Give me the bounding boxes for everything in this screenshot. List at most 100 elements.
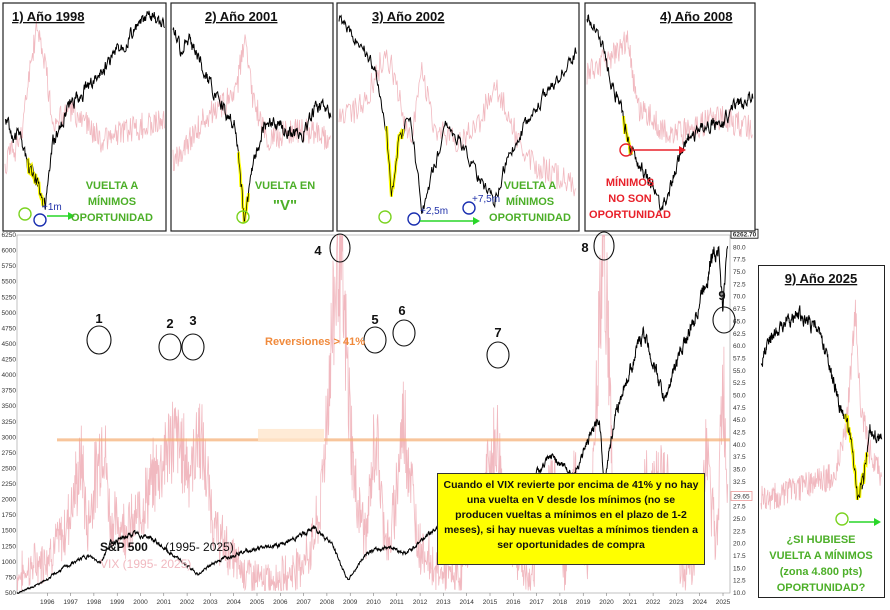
x-tick-label: 2006 <box>273 599 288 606</box>
y-left-tick-label: 4750 <box>2 325 17 332</box>
y-right-tick-label: 55.0 <box>733 368 746 375</box>
marker-number: 1 <box>95 311 102 326</box>
x-tick-label: 2025 <box>716 599 731 606</box>
panel-1-line-2: MÍNIMOS <box>88 195 136 208</box>
explanation-note: Cuando el VIX revierte por encima de 41%… <box>437 473 705 565</box>
panel-circle-marker <box>835 512 849 526</box>
marker-number: 8 <box>581 240 588 255</box>
panel-vix-line <box>4 20 165 175</box>
y-left-tick-label: 4500 <box>2 341 17 348</box>
vix-series-line <box>16 234 729 592</box>
x-tick-label: 2002 <box>180 599 195 606</box>
panel-9-canvas: 9) Año 2025 ¿SI HUBIESE VUELTA A MÍNIMOS… <box>760 271 883 594</box>
y-right-tick-label: 25.0 <box>733 516 746 523</box>
panel-vix-line <box>338 49 577 197</box>
y-right-tick-label: 17.5 <box>733 553 746 560</box>
y-left-tick-label: 1500 <box>2 528 17 535</box>
panel-highlight-line <box>386 126 404 197</box>
panel-3-line-2: MÍNIMOS <box>506 195 554 208</box>
panel-highlight-line <box>27 158 44 206</box>
y-left-tick-label: 3500 <box>2 403 17 410</box>
panel-4-plot <box>586 14 754 213</box>
y-right-tick-label: 35.0 <box>733 467 746 474</box>
marker-circle <box>86 325 112 355</box>
y-right-tick-label: 20.0 <box>733 541 746 548</box>
marker-circle <box>329 233 351 263</box>
marker-circle <box>158 333 182 361</box>
x-tick-label: 2012 <box>413 599 428 606</box>
panel-3-annotation-2: +7,5m <box>472 194 500 205</box>
panel-2-line-2: "V" <box>273 197 297 214</box>
marker-number: 3 <box>189 313 196 328</box>
y-right-tick-label: 50.0 <box>733 392 746 399</box>
panel-sp-line <box>338 14 577 214</box>
panel-circle-marker <box>33 213 47 227</box>
panel-4-line-3: OPORTUNIDAD <box>589 209 671 221</box>
x-tick-label: 2010 <box>366 599 381 606</box>
x-tick-label: 2005 <box>250 599 265 606</box>
y-right-tick-label: 12.5 <box>733 578 746 585</box>
panel-9-line-2: VUELTA A MÍNIMOS <box>769 549 872 562</box>
y-left-tick-label: 3750 <box>2 388 17 395</box>
panel-4-line-1: MÍNIMOS <box>606 176 654 189</box>
marker-circle <box>392 319 416 347</box>
panel-arrow-head <box>473 217 480 225</box>
y-left-tick-label: 2000 <box>2 497 17 504</box>
y-right-tick-label: 75.0 <box>733 269 746 276</box>
y-right-tick-label: 60.0 <box>733 343 746 350</box>
panel-2-plot <box>172 27 332 225</box>
x-tick-label: 2022 <box>646 599 661 606</box>
y-right-tick-label: 52.5 <box>733 380 746 387</box>
y-left-tick-label: 5250 <box>2 294 17 301</box>
x-tick-label: 2011 <box>390 599 404 606</box>
threshold-label-bg <box>258 428 324 442</box>
y-right-tick-label: 37.5 <box>733 454 746 461</box>
x-tick-label: 1998 <box>87 599 102 606</box>
panel-circle-marker <box>378 210 392 224</box>
x-tick-label: 2000 <box>133 599 148 606</box>
x-tick-label: 2015 <box>483 599 498 606</box>
x-tick-label: 2003 <box>203 599 218 606</box>
y-left-tick-label: 3250 <box>2 419 17 426</box>
y-left-tick-label: 6000 <box>2 248 17 255</box>
panel-3-line-1: VUELTA A <box>504 180 557 192</box>
x-tick-label: 2023 <box>669 599 684 606</box>
panel-circle-marker <box>18 207 32 221</box>
y-left-tick-label: 750 <box>5 574 16 581</box>
y-right-tick-label: 40.0 <box>733 442 746 449</box>
y-right-tick-label: 27.5 <box>733 504 746 511</box>
panel-3-line-3: OPORTUNIDAD <box>489 212 571 224</box>
y-right-tick-label: 80.0 <box>733 244 746 251</box>
y-right-tick-label: 22.5 <box>733 528 746 535</box>
y-left-tick-label: 1250 <box>2 543 17 550</box>
marker-circle <box>363 326 387 354</box>
last-sp-value: 6262.70 <box>733 232 757 239</box>
marker-circle <box>712 306 736 334</box>
panel-1-line-1: VUELTA A <box>86 180 139 192</box>
y-left-tick-label: 5000 <box>2 310 17 317</box>
panel-sp-line <box>172 27 332 222</box>
panel-2-title: 2) Año 2001 <box>205 9 278 24</box>
panel-circle-marker <box>407 212 421 226</box>
y-right-tick-label: 57.5 <box>733 355 746 362</box>
y-right-tick-label: 10.0 <box>733 590 746 597</box>
panel-vix-line <box>586 30 753 145</box>
panel-9: 9) Año 2025 ¿SI HUBIESE VUELTA A MÍNIMOS… <box>758 265 885 598</box>
panel-9-plot <box>760 299 883 526</box>
y-right-tick-label: 45.0 <box>733 417 746 424</box>
x-tick-label: 1996 <box>40 599 55 606</box>
marker-number: 4 <box>314 243 322 258</box>
x-tick-label: 2019 <box>576 599 591 606</box>
y-left-tick-label: 1750 <box>2 512 17 519</box>
y-left-tick-label: 2750 <box>2 450 17 457</box>
panel-arrow-head <box>679 146 686 154</box>
x-tick-label: 2020 <box>599 599 614 606</box>
panel-sp-line <box>760 305 883 500</box>
y-right-tick-label: 72.5 <box>733 281 746 288</box>
y-left-tick-label: 2500 <box>2 465 17 472</box>
y-left-tick-label: 4000 <box>2 372 17 379</box>
x-tick-label: 2021 <box>623 599 638 606</box>
panel-highlight-line <box>845 414 868 500</box>
y-right-tick-label: 15.0 <box>733 565 746 572</box>
